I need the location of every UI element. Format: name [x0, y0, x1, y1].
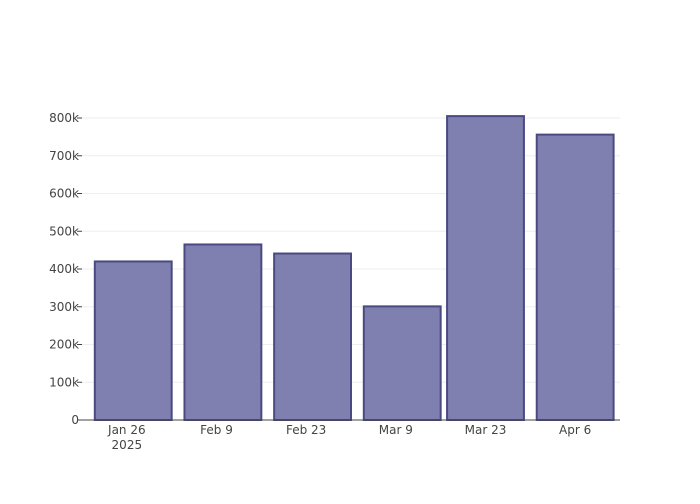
y-tick-label: 500k [49, 224, 79, 238]
y-tick-label: 600k [49, 187, 79, 201]
axes [77, 117, 620, 421]
x-tick-label: Mar 23 [465, 423, 507, 437]
x-tick-label: Mar 9 [379, 423, 413, 437]
y-tick-label: 700k [49, 149, 79, 163]
y-tick-label: 0 [71, 413, 79, 427]
x-tick-label: Apr 6 [559, 423, 591, 437]
y-tick-label: 400k [49, 262, 79, 276]
y-tick-label: 100k [49, 375, 79, 389]
x-tick-label: Feb 23 [286, 423, 326, 437]
bar [93, 260, 173, 422]
y-tick-labels: 0 100k 200k 300k 400k 500k 600k 700k 800k [49, 111, 79, 427]
bar [362, 305, 442, 421]
bar [446, 115, 525, 422]
x-tick-label: Feb 9 [200, 423, 233, 437]
bars [93, 115, 615, 422]
bar [273, 252, 352, 421]
bar [183, 243, 263, 421]
y-tick-label: 200k [49, 338, 79, 352]
y-tick-label: 800k [49, 111, 79, 125]
x-tick-year-label: 2025 [112, 438, 143, 452]
bar [535, 133, 615, 422]
y-tick-label: 300k [49, 300, 79, 314]
x-tick-label: Jan 26 [107, 423, 146, 437]
